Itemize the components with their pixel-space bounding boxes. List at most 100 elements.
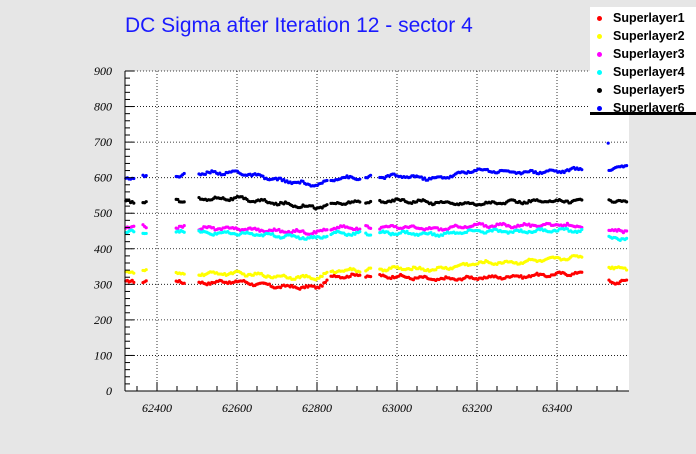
- data-point-superlayer2: [325, 270, 329, 274]
- data-point-superlayer2: [580, 255, 584, 259]
- data-point-superlayer6: [203, 172, 207, 177]
- legend-label: Superlayer5: [613, 83, 685, 97]
- y-tick-label: 600: [94, 171, 112, 185]
- legend-entry-superlayer6: Superlayer6: [590, 100, 696, 118]
- legend-entry-superlayer1: Superlayer1: [590, 10, 696, 28]
- data-point-superlayer5: [525, 201, 530, 205]
- x-tick-label: 62400: [142, 401, 172, 415]
- data-point-superlayer6: [358, 177, 362, 181]
- data-point-superlayer5: [182, 200, 186, 204]
- data-point-superlayer6: [369, 173, 373, 177]
- data-point-superlayer3: [176, 227, 180, 231]
- data-point-superlayer1: [625, 278, 629, 282]
- data-point-superlayer1: [325, 278, 329, 282]
- data-point-superlayer6: [423, 176, 427, 180]
- data-point-superlayer2: [182, 272, 186, 276]
- legend: Superlayer1 Superlayer2 Superlayer3 Superla…: [590, 7, 696, 115]
- legend-entry-superlayer3: Superlayer3: [590, 46, 696, 64]
- y-tick-label: 0: [106, 384, 112, 398]
- data-point-superlayer5: [580, 198, 584, 202]
- data-point-superlayer4: [271, 232, 275, 236]
- data-point-superlayer1: [519, 274, 523, 278]
- data-point-superlayer4: [132, 230, 136, 234]
- x-tick-label: 63000: [382, 401, 412, 415]
- data-point-superlayer6: [261, 174, 265, 178]
- data-point-superlayer1: [580, 270, 584, 274]
- legend-marker: [597, 34, 602, 39]
- data-point-superlayer5: [132, 201, 136, 205]
- x-tick-label: 63400: [542, 401, 572, 415]
- data-point-superlayer3: [358, 227, 362, 231]
- data-point-superlayer2: [358, 270, 362, 274]
- legend-label: Superlayer4: [613, 65, 685, 79]
- data-point-superlayer6: [282, 177, 286, 182]
- legend-marker: [597, 106, 602, 111]
- data-point-superlayer3: [325, 228, 329, 232]
- data-point-superlayer3: [200, 227, 204, 231]
- chart-title: DC Sigma after Iteration 12 - sector 4: [125, 14, 473, 37]
- data-point-superlayer1: [317, 286, 321, 290]
- legend-label: Superlayer6: [613, 101, 685, 115]
- data-point-superlayer1: [182, 281, 186, 285]
- data-point-superlayer1: [323, 280, 327, 284]
- y-tick-label: 700: [94, 135, 112, 149]
- data-point-superlayer3: [132, 224, 136, 228]
- data-point-superlayer5: [625, 200, 629, 204]
- data-point-superlayer2: [369, 266, 373, 270]
- data-point-superlayer6: [606, 141, 610, 145]
- y-tick-label: 200: [94, 313, 112, 327]
- data-point-superlayer2: [410, 268, 414, 272]
- data-point-superlayer5: [325, 203, 329, 207]
- y-tick-label: 800: [94, 100, 112, 114]
- y-tick-label: 100: [94, 348, 112, 362]
- y-tick-label: 900: [94, 64, 112, 78]
- data-point-superlayer4: [369, 233, 373, 237]
- data-point-superlayer2: [320, 274, 324, 279]
- legend-marker: [597, 70, 602, 75]
- data-point-superlayer1: [358, 273, 362, 277]
- data-point-superlayer4: [144, 231, 148, 236]
- data-point-superlayer5: [144, 200, 148, 204]
- legend-marker: [597, 16, 602, 21]
- data-point-superlayer6: [182, 171, 186, 176]
- x-tick-label: 62800: [302, 401, 332, 415]
- data-point-superlayer2: [132, 271, 136, 275]
- data-point-superlayer3: [211, 225, 215, 230]
- y-tick-label: 400: [94, 242, 112, 256]
- data-point-superlayer2: [144, 268, 148, 272]
- data-point-superlayer3: [625, 229, 629, 233]
- data-point-superlayer3: [277, 227, 281, 232]
- data-point-superlayer5: [369, 199, 373, 204]
- data-point-superlayer3: [144, 226, 148, 230]
- legend-label: Superlayer1: [613, 11, 685, 25]
- data-point-superlayer6: [144, 174, 148, 178]
- data-point-superlayer1: [320, 284, 324, 288]
- data-point-superlayer4: [565, 227, 570, 231]
- data-point-superlayer1: [369, 275, 373, 279]
- data-point-superlayer6: [419, 175, 423, 179]
- legend-entry-superlayer4: Superlayer4: [590, 64, 696, 82]
- legend-entry-superlayer5: Superlayer5: [590, 82, 696, 100]
- legend-marker: [597, 88, 602, 93]
- data-point-superlayer4: [325, 234, 329, 238]
- data-point-superlayer4: [358, 230, 362, 234]
- data-point-superlayer1: [348, 274, 352, 279]
- data-point-superlayer4: [580, 227, 584, 232]
- y-tick-label: 300: [93, 277, 112, 291]
- x-tick-label: 62600: [222, 401, 252, 415]
- legend-entry-superlayer2: Superlayer2: [590, 28, 696, 46]
- data-point-superlayer6: [279, 176, 283, 180]
- data-point-superlayer2: [625, 268, 629, 272]
- legend-marker: [597, 52, 602, 57]
- data-point-superlayer4: [182, 230, 186, 234]
- data-point-superlayer3: [182, 224, 186, 228]
- y-tick-label: 500: [94, 206, 112, 220]
- data-point-superlayer4: [625, 236, 629, 241]
- data-point-superlayer1: [267, 282, 271, 286]
- data-point-superlayer5: [358, 200, 362, 204]
- data-point-superlayer3: [481, 222, 485, 226]
- data-point-superlayer3: [369, 226, 373, 230]
- data-point-superlayer6: [625, 164, 629, 168]
- legend-label: Superlayer2: [613, 29, 685, 43]
